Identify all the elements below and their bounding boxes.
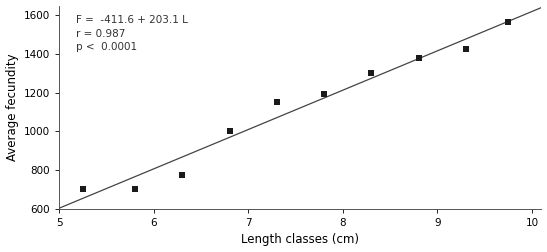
Point bbox=[462, 47, 470, 51]
Point bbox=[367, 71, 376, 75]
Point bbox=[504, 20, 513, 24]
Point bbox=[131, 187, 139, 192]
Point bbox=[414, 56, 423, 60]
Point bbox=[225, 129, 234, 133]
Y-axis label: Average fecundity: Average fecundity bbox=[5, 53, 19, 161]
Point bbox=[319, 92, 328, 96]
X-axis label: Length classes (cm): Length classes (cm) bbox=[241, 233, 359, 246]
Text: p <  0.0001: p < 0.0001 bbox=[77, 42, 137, 52]
Point bbox=[178, 173, 187, 177]
Text: r = 0.987: r = 0.987 bbox=[77, 29, 126, 39]
Point bbox=[272, 100, 281, 104]
Point bbox=[79, 187, 88, 192]
Text: F =  -411.6 + 203.1 L: F = -411.6 + 203.1 L bbox=[77, 15, 188, 25]
